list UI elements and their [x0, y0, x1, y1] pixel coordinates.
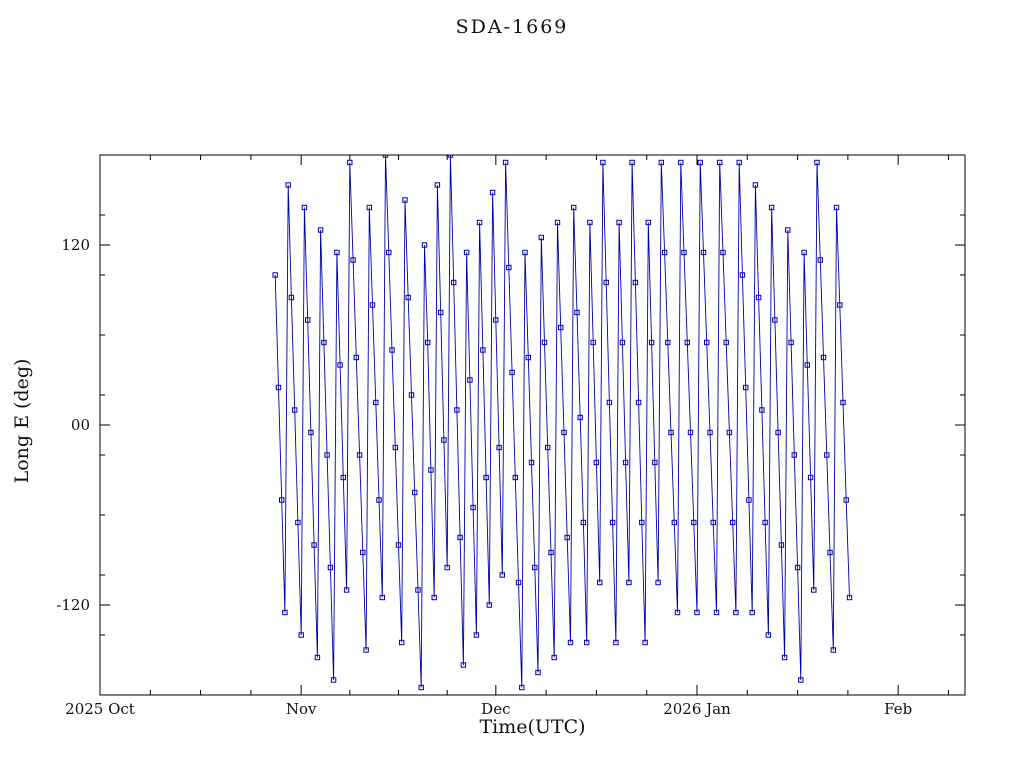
svg-text:Dec: Dec — [481, 700, 510, 718]
x-axis — [99, 155, 949, 695]
svg-text:Feb: Feb — [884, 700, 912, 718]
svg-text:120: 120 — [61, 236, 90, 254]
x-axis-label: Time(UTC) — [479, 716, 586, 738]
svg-text:-120: -120 — [56, 596, 90, 614]
svg-text:Nov: Nov — [286, 700, 317, 718]
y-axis — [100, 214, 965, 636]
svg-text:2025 Oct: 2025 Oct — [65, 700, 135, 718]
data-series-longitude-east-deg — [272, 155, 853, 691]
svg-text:00: 00 — [71, 416, 90, 434]
chart-title: SDA-1669 — [455, 16, 569, 38]
svg-text:2026 Jan: 2026 Jan — [663, 700, 731, 718]
tick-labels: 2025 Oct Nov Dec 2026 Jan Feb 120 00 -120 — [56, 236, 912, 718]
